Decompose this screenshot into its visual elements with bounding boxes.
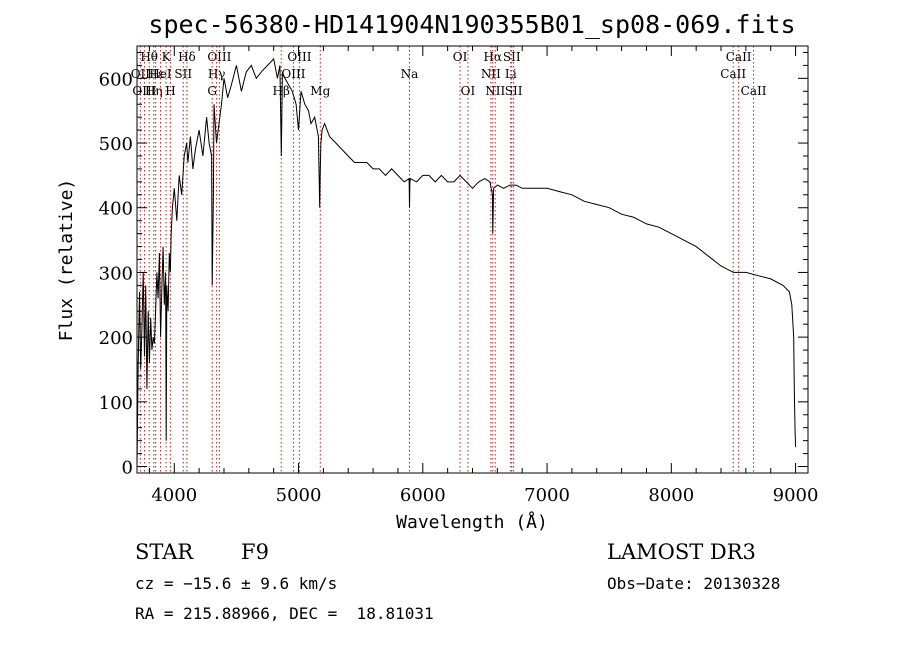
spectrum-line bbox=[136, 57, 797, 467]
line-marker-label: Hε bbox=[147, 67, 164, 81]
x-axis: 4000 5000 6000 7000 8000 9000 bbox=[148, 46, 819, 506]
chart-title: spec-56380-HD141904N190355B01_sp08-069.f… bbox=[148, 10, 795, 39]
line-marker-label: Hδ bbox=[178, 50, 196, 64]
line-marker-label: SII bbox=[174, 67, 192, 81]
redshift-value: cz = −15.6 ± 9.6 km/s bbox=[135, 574, 338, 593]
obs-date: Obs−Date: 20130328 bbox=[607, 574, 781, 593]
line-marker-label: CaII bbox=[726, 50, 752, 64]
line-marker-label: Li bbox=[505, 67, 517, 81]
x-tick-label: 6000 bbox=[400, 485, 446, 506]
line-marker-label: OIII bbox=[132, 84, 156, 98]
y-axis: 0 100 200 300 400 500 600 bbox=[99, 51, 808, 479]
y-tick-label: 600 bbox=[99, 69, 133, 90]
line-marker-label: SII bbox=[505, 84, 523, 98]
line-marker-label: K bbox=[162, 50, 172, 64]
object-class: STAR bbox=[135, 540, 194, 564]
line-marker-label: OIII bbox=[281, 67, 305, 81]
line-marker-label: SII bbox=[503, 50, 521, 64]
line-marker-label: OIII bbox=[207, 50, 231, 64]
line-marker-label: OI bbox=[461, 84, 476, 98]
y-tick-label: 300 bbox=[99, 263, 133, 284]
spectrum-chart: spec-56380-HD141904N190355B01_sp08-069.f… bbox=[56, 10, 819, 533]
line-marker-label: Hβ bbox=[273, 84, 290, 98]
line-marker-label: Mg bbox=[310, 84, 330, 98]
y-tick-label: 400 bbox=[99, 199, 133, 220]
y-tick-label: 0 bbox=[122, 458, 133, 479]
line-marker-label: NII bbox=[485, 84, 505, 98]
x-tick-label: 9000 bbox=[773, 485, 819, 506]
x-tick-label: 7000 bbox=[524, 485, 570, 506]
line-marker-label: OIII bbox=[287, 50, 311, 64]
line-marker-label: Hη bbox=[145, 84, 163, 98]
line-marker-label: NII bbox=[481, 67, 501, 81]
line-marker-label: CaII bbox=[741, 84, 767, 98]
line-marker-label: Na bbox=[401, 67, 419, 81]
line-marker-label: CaII bbox=[720, 67, 746, 81]
x-tick-label: 5000 bbox=[276, 485, 322, 506]
line-marker-label: OII bbox=[131, 67, 151, 81]
y-axis-label: Flux (relative) bbox=[56, 179, 77, 342]
line-marker-label: Hγ bbox=[208, 67, 226, 81]
object-subclass: F9 bbox=[241, 540, 269, 564]
x-tick-label: 4000 bbox=[151, 485, 197, 506]
x-axis-label: Wavelength (Å) bbox=[396, 511, 548, 533]
line-marker-label: G bbox=[207, 84, 217, 98]
line-marker-label: OI bbox=[453, 50, 468, 64]
x-tick-label: 8000 bbox=[648, 485, 694, 506]
line-marker-label: H bbox=[165, 84, 175, 98]
plot-frame bbox=[136, 45, 809, 474]
y-tick-label: 500 bbox=[99, 134, 133, 155]
line-marker-label: Hα bbox=[483, 50, 502, 64]
coordinates: RA = 215.88966, DEC = 18.81031 bbox=[135, 604, 434, 623]
line-marker-label: HeI bbox=[149, 67, 172, 81]
y-tick-label: 200 bbox=[99, 328, 133, 349]
survey-name: LAMOST DR3 bbox=[607, 540, 756, 564]
line-marker-label: Hθ bbox=[140, 50, 158, 64]
y-tick-label: 100 bbox=[99, 393, 133, 414]
